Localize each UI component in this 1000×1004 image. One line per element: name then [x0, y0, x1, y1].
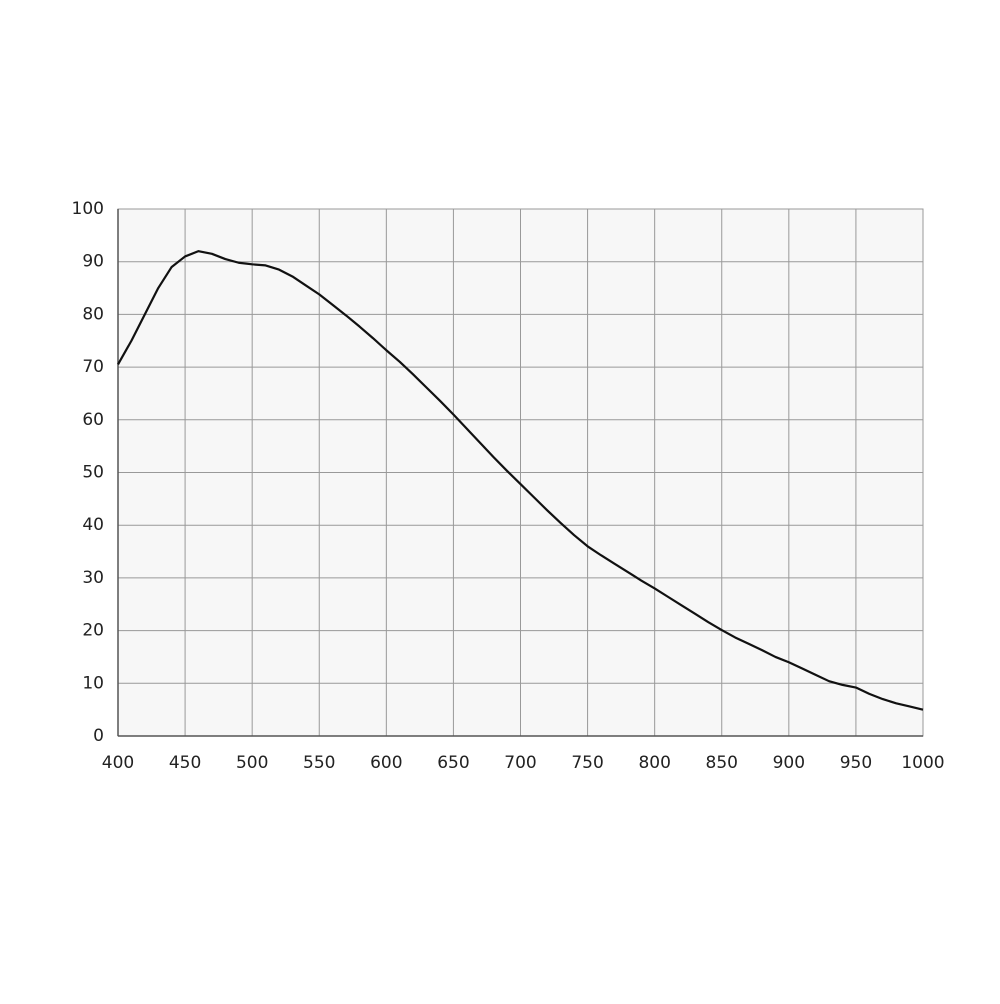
y-tick-label: 10: [82, 673, 104, 693]
x-tick-label: 900: [773, 753, 805, 773]
x-tick-label: 1000: [901, 753, 944, 773]
y-tick-label: 100: [72, 199, 104, 219]
x-tick-label: 500: [236, 753, 268, 773]
x-tick-label: 800: [638, 753, 670, 773]
x-tick-label: 550: [303, 753, 335, 773]
x-tick-label: 950: [840, 753, 872, 773]
y-tick-label: 60: [82, 410, 104, 430]
y-tick-label: 20: [82, 621, 104, 641]
y-tick-label: 0: [93, 726, 104, 746]
y-tick-label: 90: [82, 252, 104, 272]
data-line: [117, 250, 924, 711]
x-tick-label: 650: [437, 753, 469, 773]
x-tick-label: 700: [504, 753, 536, 773]
x-tick-label: 850: [706, 753, 738, 773]
x-tick-label: 400: [102, 753, 134, 773]
x-tick-label: 450: [169, 753, 201, 773]
y-tick-label: 40: [82, 515, 104, 535]
x-tick-label: 600: [370, 753, 402, 773]
y-tick-label: 50: [82, 463, 104, 483]
x-tick-label: 750: [571, 753, 603, 773]
y-tick-label: 80: [82, 304, 104, 324]
y-tick-label: 70: [82, 357, 104, 377]
y-tick-label: 30: [82, 568, 104, 588]
